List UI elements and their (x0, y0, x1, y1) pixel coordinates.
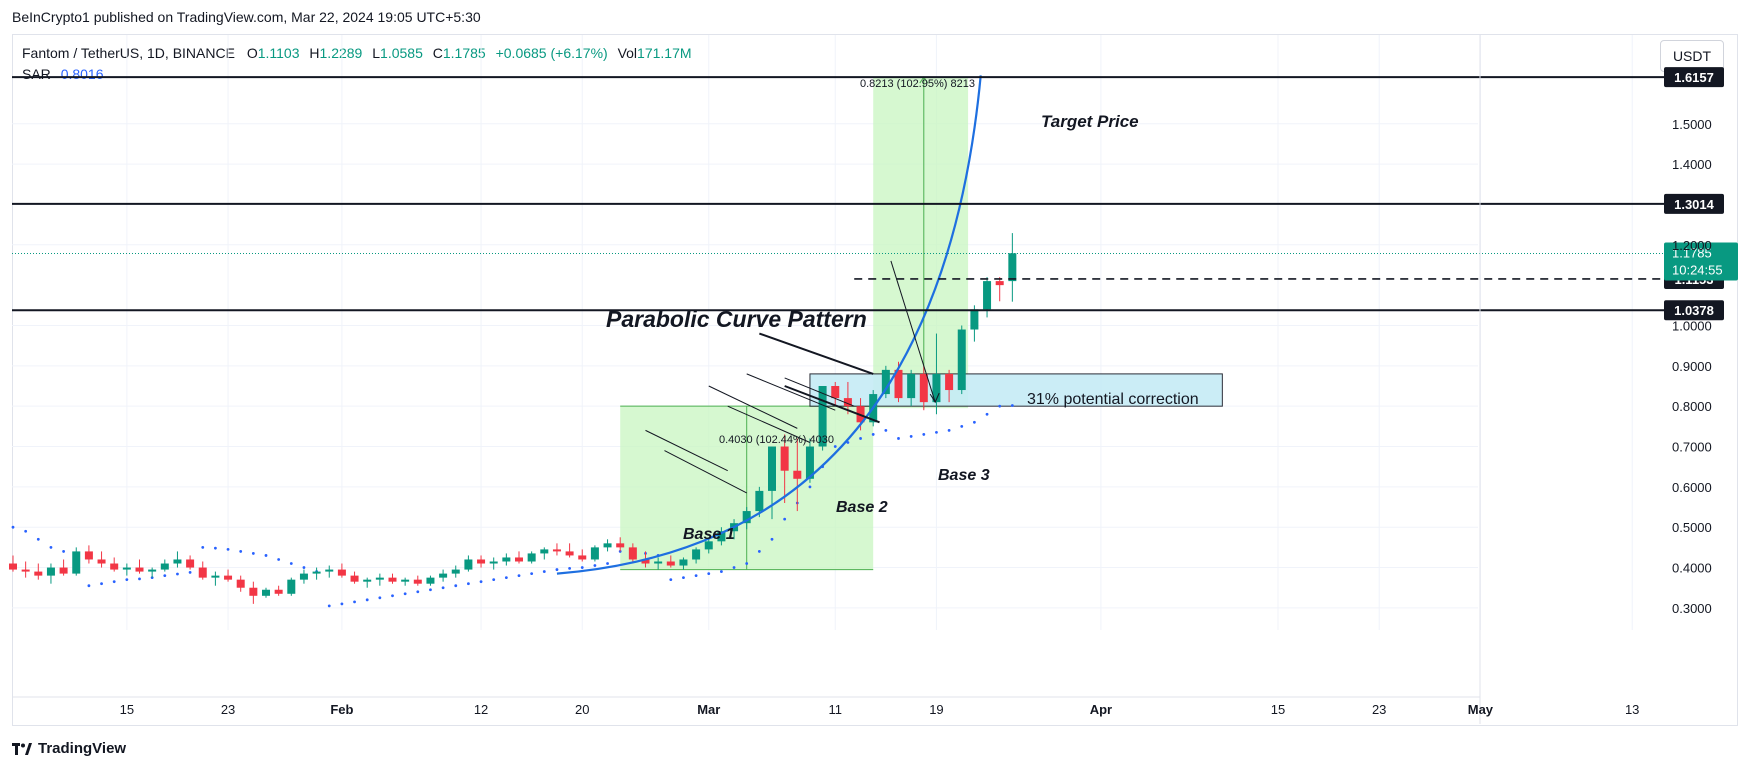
currency-button[interactable]: USDT (1660, 40, 1724, 72)
open-label: O (246, 45, 258, 61)
volume-label: Vol (617, 45, 638, 61)
tradingview-logo-icon (12, 742, 32, 755)
published-by: BeInCrypto1 published on TradingView.com… (12, 9, 481, 25)
sar-legend: SAR 0.8016 (22, 66, 104, 82)
change-value: +0.0685 (+6.17%) (495, 45, 608, 61)
chart-frame (12, 34, 1738, 726)
tradingview-logo[interactable]: TradingView (12, 740, 126, 757)
open-value: 1.1103 (257, 45, 300, 61)
low-value: 1.0585 (380, 45, 423, 61)
high-value: 1.2289 (319, 45, 363, 61)
low-label: L (372, 45, 381, 61)
close-label: C (432, 45, 443, 61)
symbol-name[interactable]: Fantom / TetherUS, 1D, BINANCE (22, 45, 235, 61)
high-label: H (309, 45, 320, 61)
tradingview-brand: TradingView (38, 740, 127, 757)
sar-label[interactable]: SAR (22, 66, 51, 82)
volume-value: 171.17M (637, 45, 692, 61)
close-value: 1.1785 (442, 45, 486, 61)
sar-value: 0.8016 (60, 66, 104, 82)
symbol-legend: Fantom / TetherUS, 1D, BINANCE O1.1103 H… (22, 45, 692, 61)
